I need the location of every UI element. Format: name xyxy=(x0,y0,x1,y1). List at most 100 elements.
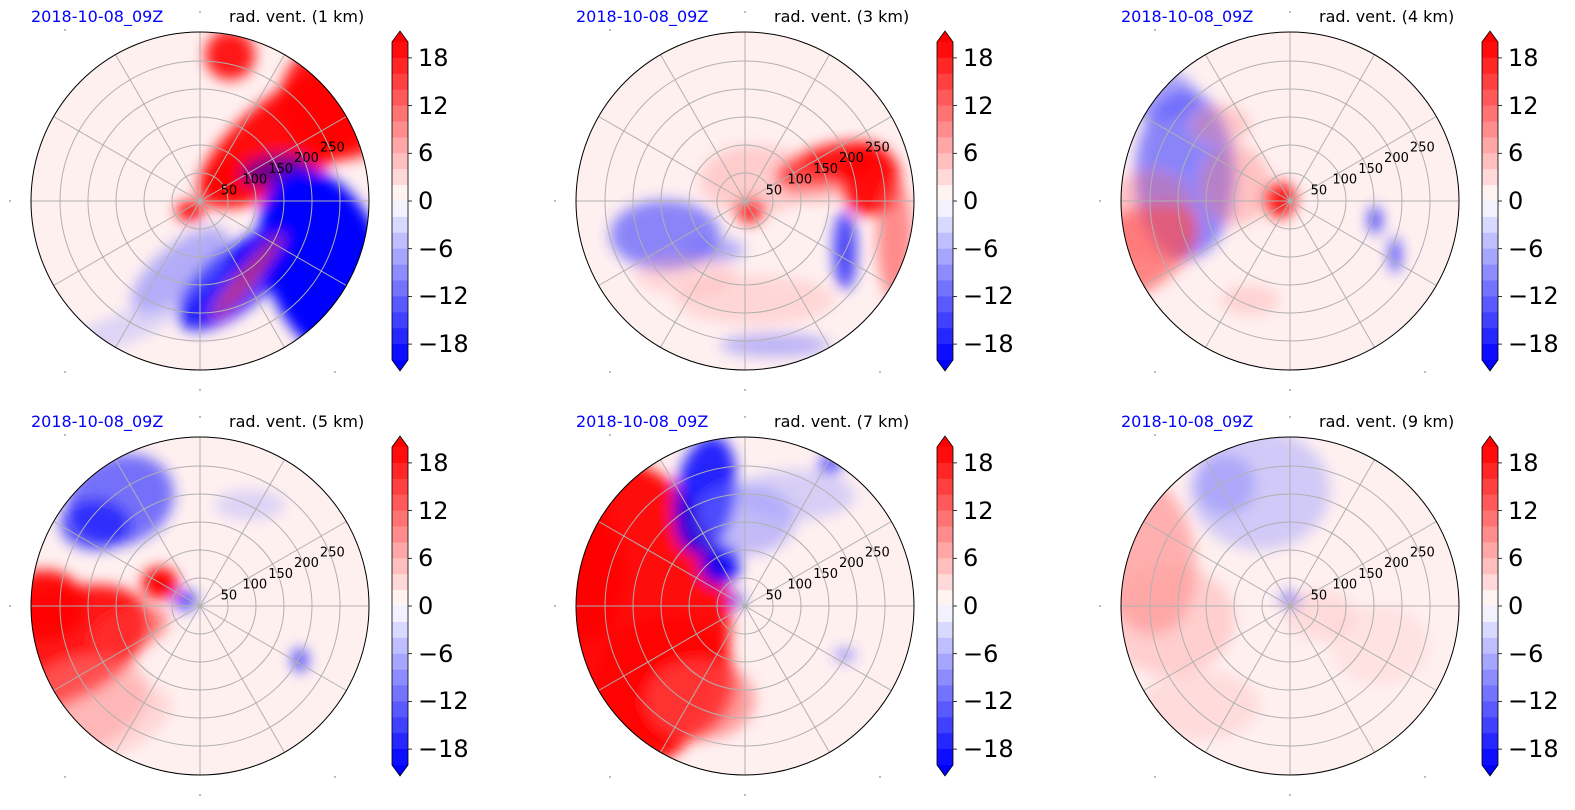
colorbar-level xyxy=(937,510,953,527)
grid-ring xyxy=(143,549,257,663)
colorbar-extend-max xyxy=(937,436,953,447)
colorbar-tick-label: −18 xyxy=(1508,735,1559,764)
colorbar-level xyxy=(1482,169,1498,186)
colorbar-level xyxy=(392,749,408,766)
colorbar-tick-label: 18 xyxy=(1508,43,1539,72)
colorbar-frame xyxy=(1481,435,1499,777)
grid-ring xyxy=(716,172,774,230)
axis-tick-dot xyxy=(744,794,746,796)
colorbar-level xyxy=(1482,590,1498,607)
colorbar-level xyxy=(937,447,953,464)
colorbar-level xyxy=(392,248,408,266)
colorbar-level xyxy=(937,185,953,202)
radial-tick-label: 50 xyxy=(1311,183,1328,198)
colorbar-level xyxy=(392,73,408,91)
field-blob xyxy=(635,255,735,295)
axis-tick-dot xyxy=(64,776,66,778)
radial-tick-label: 200 xyxy=(839,151,864,166)
grid-ring xyxy=(1149,465,1431,747)
colorbar-level xyxy=(1482,526,1498,543)
colorbar-level xyxy=(937,558,953,575)
colorbar-level xyxy=(937,280,953,297)
colorbar-extend-min xyxy=(937,765,953,776)
date-label: 2018-10-08_09Z xyxy=(1121,412,1254,431)
colorbar-extend-min xyxy=(392,765,408,776)
colorbar-tick-label: 12 xyxy=(963,496,994,525)
colorbar-level xyxy=(937,137,953,154)
radial-tick-label: 150 xyxy=(1358,567,1383,582)
colorbar-level xyxy=(937,494,953,512)
colorbar xyxy=(1481,30,1502,372)
field-blob xyxy=(700,145,810,215)
colorbar-tick-label: 6 xyxy=(418,139,434,168)
colorbar-tick-label: 12 xyxy=(1508,91,1539,120)
grid-ring xyxy=(688,144,802,258)
grid-ring xyxy=(1233,549,1347,663)
colorbar-extend-max xyxy=(392,31,408,42)
colorbar-tick-label: −12 xyxy=(418,282,469,311)
colorbar-level xyxy=(937,73,953,91)
colorbar-level xyxy=(392,216,408,234)
field-blob xyxy=(645,660,755,740)
colorbar-tick-label: 6 xyxy=(1508,139,1524,168)
field-blob xyxy=(1190,105,1250,145)
grid-ring xyxy=(171,172,229,230)
colorbar-level xyxy=(937,637,953,655)
colorbar-level xyxy=(392,328,408,345)
polar-panel: 50 100 150 200 250 18 12 6 0 −6 −12 −18 2018-10-08_0… xyxy=(1090,405,1575,810)
axis-tick-dot xyxy=(1154,434,1156,436)
colorbar-level xyxy=(1482,637,1498,655)
colorbar xyxy=(936,435,957,777)
radial-tick-label: 150 xyxy=(813,162,838,177)
colorbar-level xyxy=(392,621,408,639)
colorbar-level xyxy=(937,462,953,480)
colorbar-level xyxy=(392,637,408,655)
colorbar-level xyxy=(1482,574,1498,591)
radial-tick-label: 150 xyxy=(813,567,838,582)
colorbar-level xyxy=(937,701,953,718)
colorbar-level xyxy=(392,462,408,480)
radial-tick-label: 200 xyxy=(1384,151,1409,166)
colorbar-tick-label: −12 xyxy=(963,282,1014,311)
colorbar-level xyxy=(937,717,953,734)
colorbar-level xyxy=(392,169,408,186)
field-blob xyxy=(91,606,169,654)
colorbar-level xyxy=(937,105,953,122)
colorbar-level xyxy=(937,749,953,766)
grid-ring xyxy=(1177,88,1403,314)
axis-tick-dot xyxy=(744,389,746,391)
colorbar-level xyxy=(937,574,953,591)
radial-tick-label: 100 xyxy=(787,578,812,593)
grid-ring xyxy=(115,521,285,691)
field-blob xyxy=(877,180,913,300)
axis-tick-dot xyxy=(1099,200,1101,202)
grid-ring xyxy=(1261,172,1319,230)
radial-tick-label: 50 xyxy=(221,183,238,198)
colorbar-extend-min xyxy=(937,360,953,371)
colorbar-level xyxy=(937,121,953,138)
radial-tick-label: 50 xyxy=(766,588,783,603)
field-blob xyxy=(835,649,855,661)
colorbar-level xyxy=(392,344,408,361)
axis-tick-dot xyxy=(199,794,201,796)
colorbar-level xyxy=(1482,653,1498,671)
colorbar-level xyxy=(392,280,408,297)
axis-tick-dot xyxy=(744,416,746,418)
polar-outline xyxy=(575,31,915,371)
colorbar-tick-label: 0 xyxy=(418,187,434,215)
polar-grid xyxy=(1121,32,1459,370)
axis-tick-dot xyxy=(1099,605,1101,607)
colorbar-tick-label: 18 xyxy=(963,43,994,72)
axis-tick-dot xyxy=(1289,11,1291,13)
axis-tick-dot xyxy=(1154,371,1156,373)
colorbar-tick-label: 6 xyxy=(1508,544,1524,573)
colorbar-extend-min xyxy=(392,360,408,371)
colorbar-level xyxy=(392,733,408,750)
colorbar xyxy=(1481,435,1502,777)
colorbar-tick-label: 18 xyxy=(963,448,994,477)
colorbar-level xyxy=(1482,462,1498,480)
colorbar-tick-label: 12 xyxy=(418,496,449,525)
axis-tick-dot xyxy=(609,434,611,436)
colorbar-level xyxy=(392,137,408,154)
